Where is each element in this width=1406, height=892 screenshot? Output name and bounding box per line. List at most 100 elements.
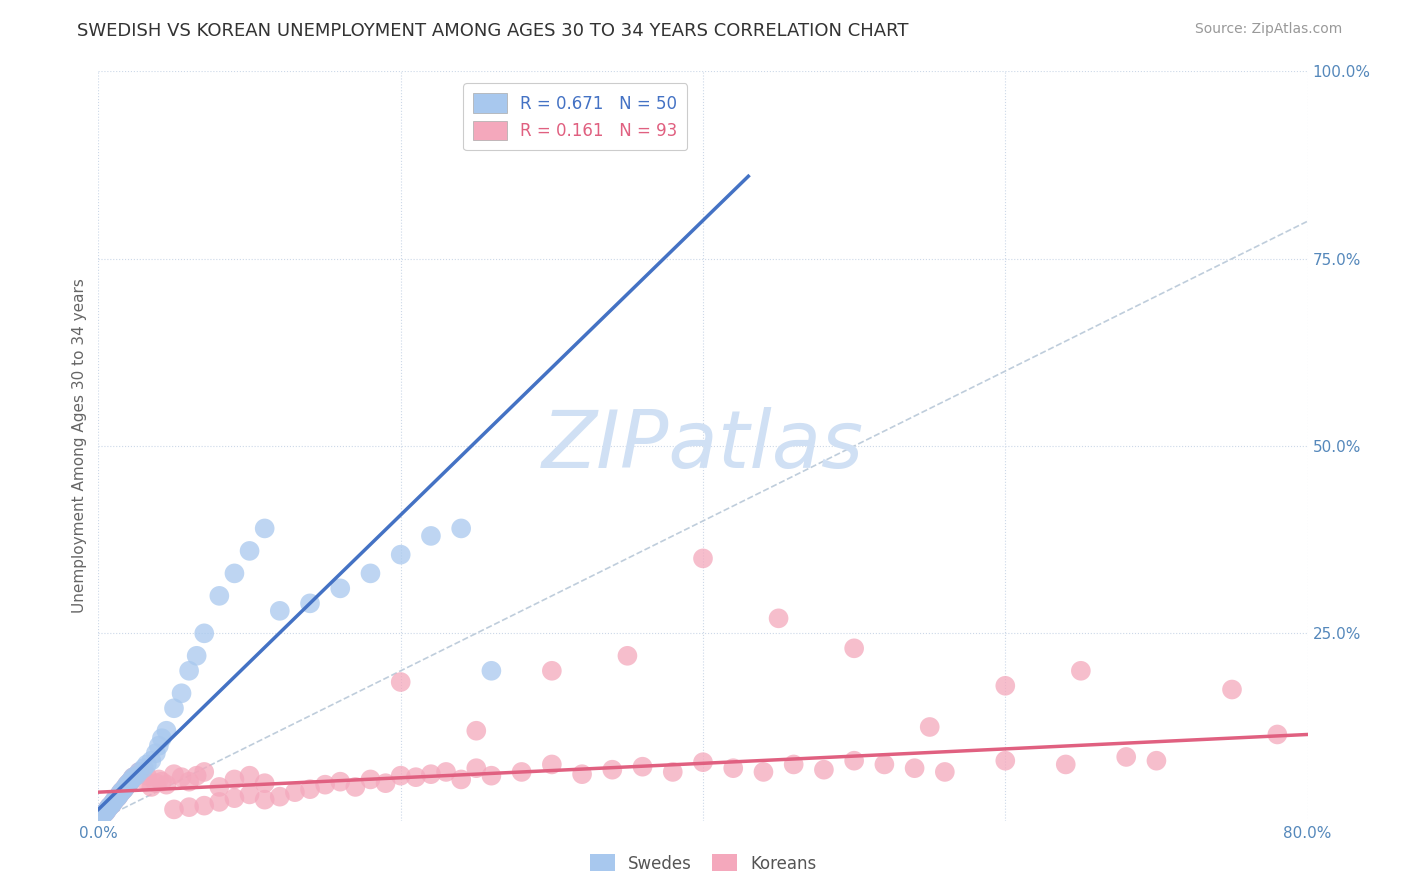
Point xyxy=(224,772,246,787)
Point xyxy=(118,776,141,790)
Point xyxy=(112,782,135,797)
Point xyxy=(360,566,382,581)
Point xyxy=(208,795,231,809)
Point xyxy=(813,763,835,777)
Point xyxy=(208,780,231,794)
Point xyxy=(450,521,472,535)
Point xyxy=(179,800,201,814)
Point xyxy=(90,810,112,824)
Point xyxy=(105,791,128,805)
Point xyxy=(120,774,142,789)
Point xyxy=(103,795,125,809)
Point xyxy=(253,792,276,806)
Point xyxy=(145,746,167,760)
Point xyxy=(481,769,503,783)
Point xyxy=(783,757,806,772)
Point xyxy=(1054,757,1077,772)
Point xyxy=(844,641,866,656)
Point xyxy=(114,780,136,794)
Point xyxy=(602,763,624,777)
Point xyxy=(145,776,167,790)
Point xyxy=(125,769,148,783)
Point xyxy=(616,648,638,663)
Point xyxy=(692,551,714,566)
Point xyxy=(540,664,562,678)
Point xyxy=(239,544,262,558)
Point xyxy=(170,686,193,700)
Point xyxy=(155,723,177,738)
Point xyxy=(112,782,135,797)
Point xyxy=(100,798,122,813)
Text: SWEDISH VS KOREAN UNEMPLOYMENT AMONG AGES 30 TO 34 YEARS CORRELATION CHART: SWEDISH VS KOREAN UNEMPLOYMENT AMONG AGE… xyxy=(77,22,908,40)
Point xyxy=(752,764,775,779)
Point xyxy=(420,529,443,543)
Point xyxy=(150,774,173,789)
Point xyxy=(193,764,215,779)
Point xyxy=(108,788,131,802)
Point xyxy=(108,788,131,802)
Point xyxy=(179,664,201,678)
Point xyxy=(179,774,201,789)
Point xyxy=(465,761,488,775)
Point xyxy=(692,755,714,769)
Point xyxy=(389,548,412,562)
Point xyxy=(111,783,134,797)
Y-axis label: Unemployment Among Ages 30 to 34 years: Unemployment Among Ages 30 to 34 years xyxy=(72,278,87,614)
Point xyxy=(91,807,114,822)
Point xyxy=(1070,664,1092,678)
Point xyxy=(114,780,136,794)
Point xyxy=(299,596,322,610)
Legend: Swedes, Koreans: Swedes, Koreans xyxy=(583,847,823,880)
Point xyxy=(141,754,163,768)
Point xyxy=(405,770,427,784)
Point xyxy=(118,776,141,790)
Point xyxy=(269,789,291,804)
Point xyxy=(186,648,208,663)
Point xyxy=(107,789,129,804)
Point xyxy=(100,798,122,813)
Point xyxy=(132,772,155,787)
Point xyxy=(344,780,367,794)
Point xyxy=(107,789,129,804)
Point xyxy=(239,769,262,783)
Point xyxy=(465,723,488,738)
Point xyxy=(122,770,145,784)
Point xyxy=(115,778,138,792)
Point xyxy=(420,767,443,781)
Point xyxy=(661,764,683,779)
Point xyxy=(93,806,115,821)
Point xyxy=(1144,754,1167,768)
Point xyxy=(481,664,503,678)
Point xyxy=(96,802,118,816)
Point xyxy=(540,95,562,109)
Point xyxy=(101,797,124,812)
Point xyxy=(110,785,132,799)
Legend: R = 0.671   N = 50, R = 0.161   N = 93: R = 0.671 N = 50, R = 0.161 N = 93 xyxy=(464,84,688,150)
Point xyxy=(723,761,745,775)
Point xyxy=(844,754,866,768)
Point xyxy=(389,675,412,690)
Point xyxy=(904,761,927,775)
Point xyxy=(103,795,125,809)
Text: ZIPatlas: ZIPatlas xyxy=(541,407,865,485)
Point xyxy=(125,769,148,783)
Point xyxy=(94,805,117,819)
Point xyxy=(571,767,593,781)
Point xyxy=(253,521,276,535)
Point xyxy=(132,761,155,775)
Point xyxy=(98,800,121,814)
Point xyxy=(110,785,132,799)
Point xyxy=(224,566,246,581)
Point xyxy=(122,770,145,784)
Point xyxy=(96,802,118,816)
Point xyxy=(389,769,412,783)
Point xyxy=(314,778,336,792)
Point xyxy=(360,772,382,787)
Point xyxy=(120,774,142,789)
Point xyxy=(111,783,134,797)
Point xyxy=(93,806,115,821)
Point xyxy=(150,731,173,746)
Point xyxy=(135,769,157,783)
Point xyxy=(101,797,124,812)
Point xyxy=(128,764,150,779)
